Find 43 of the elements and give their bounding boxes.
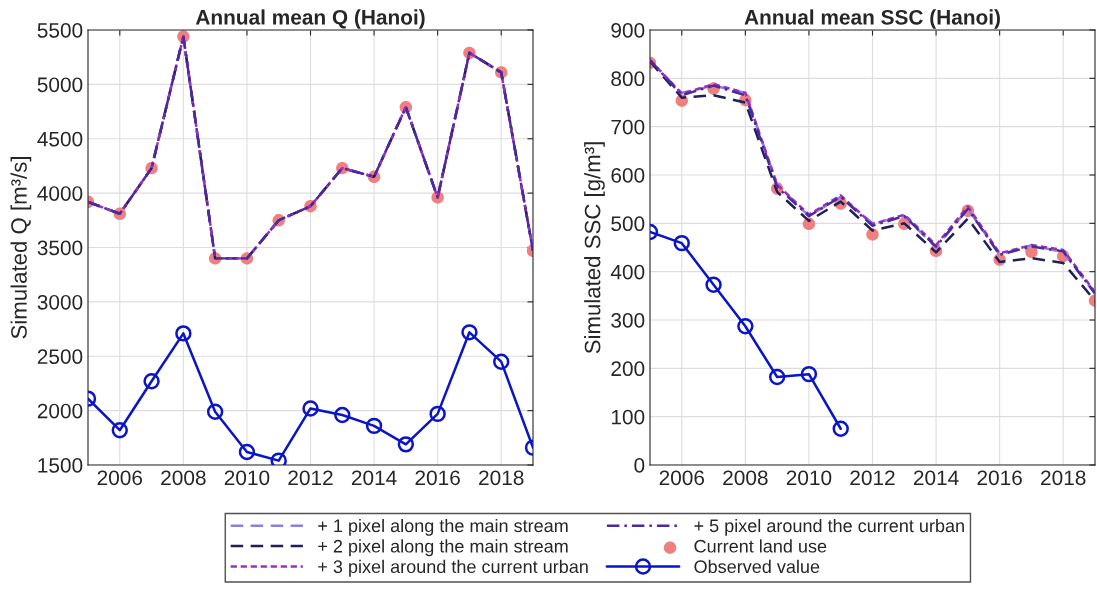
- x-tick-label: 2014: [913, 470, 959, 486]
- y-tick-label: 1500: [38, 458, 83, 473]
- x-tick-label: 2018: [1041, 470, 1086, 486]
- legend-label: + 2 pixel along the main stream: [318, 539, 568, 557]
- x-tick-label: 2008: [723, 470, 768, 486]
- y-axis-title: Simulated Q [m³/s]: [10, 157, 32, 339]
- x-tick-label: 2006: [659, 470, 705, 486]
- x-tick-label: 2012: [850, 470, 895, 486]
- x-tick-label: 2008: [161, 470, 206, 486]
- y-tick-label: 2500: [37, 349, 83, 364]
- y-tick-label: 3000: [37, 294, 83, 310]
- y-tick-label: 200: [611, 361, 645, 377]
- y-tick-label: 600: [611, 168, 645, 183]
- legend-label: + 5 pixel around the current urban: [694, 518, 964, 536]
- chart-title: Annual mean Q (Hanoi): [195, 9, 425, 29]
- x-tick-label: 2010: [224, 470, 270, 486]
- x-tick-label: 2012: [288, 470, 333, 486]
- x-tick-label: 2016: [415, 470, 460, 486]
- y-tick-label: 0: [634, 458, 645, 473]
- chart-title: Annual mean SSC (Hanoi): [744, 9, 1000, 29]
- x-tick-label: 2018: [479, 470, 524, 486]
- y-axis-title: Simulated SSC [g/m³]: [584, 142, 605, 354]
- y-tick-label: 500: [611, 216, 645, 232]
- x-tick-label: 2006: [97, 470, 143, 486]
- x-tick-label: 2010: [786, 470, 832, 486]
- legend-label: + 3 pixel around the current urban: [318, 559, 588, 577]
- y-tick-label: 800: [611, 71, 645, 87]
- y-tick-label: 300: [611, 313, 645, 328]
- x-tick-label: 2014: [351, 470, 397, 486]
- x-tick-label: 2016: [977, 470, 1022, 486]
- y-tick-label: 2000: [37, 403, 83, 419]
- y-tick-label: 100: [611, 409, 645, 425]
- y-tick-label: 4500: [37, 131, 83, 147]
- y-tick-label: 400: [610, 264, 645, 280]
- y-tick-label: 900: [611, 23, 645, 38]
- y-tick-label: 5000: [37, 77, 83, 93]
- y-tick-label: 3500: [37, 240, 83, 256]
- legend-label: Current land use: [694, 539, 827, 553]
- y-tick-label: 700: [611, 119, 645, 135]
- legend-label: + 1 pixel along the main stream: [318, 518, 568, 536]
- y-tick-label: 4000: [37, 186, 83, 201]
- y-tick-label: 5500: [37, 23, 83, 38]
- legend-label: Observed value: [694, 559, 820, 574]
